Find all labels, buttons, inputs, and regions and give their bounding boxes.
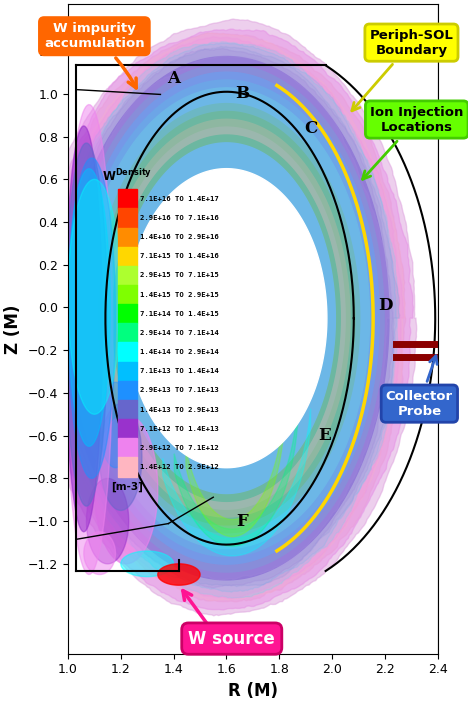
Polygon shape: [35, 19, 417, 616]
X-axis label: R (M): R (M): [228, 682, 278, 700]
Text: F: F: [236, 513, 248, 529]
Text: 1.4E+14 TO 2.9E+14: 1.4E+14 TO 2.9E+14: [140, 349, 219, 355]
Polygon shape: [52, 42, 399, 598]
Polygon shape: [83, 88, 370, 548]
Text: W impurity
accumulation: W impurity accumulation: [44, 23, 145, 88]
Polygon shape: [49, 33, 405, 601]
Bar: [118, 419, 137, 439]
Polygon shape: [158, 564, 200, 585]
Polygon shape: [66, 143, 108, 506]
Polygon shape: [126, 169, 327, 467]
Polygon shape: [68, 169, 110, 446]
Polygon shape: [87, 479, 129, 564]
Text: 7.1E+14 TO 1.4E+15: 7.1E+14 TO 1.4E+15: [140, 310, 219, 317]
Bar: [118, 208, 137, 227]
Text: C: C: [304, 120, 318, 137]
Polygon shape: [61, 55, 395, 583]
Polygon shape: [69, 64, 384, 572]
Text: A: A: [167, 70, 180, 87]
Bar: [118, 362, 137, 381]
Text: 1.4E+12 TO 2.9E+12: 1.4E+12 TO 2.9E+12: [140, 464, 219, 470]
Text: E: E: [318, 427, 330, 444]
Text: D: D: [378, 297, 392, 314]
Bar: [118, 400, 137, 419]
Polygon shape: [108, 127, 345, 509]
Text: 1.4E+15 TO 2.9E+15: 1.4E+15 TO 2.9E+15: [140, 291, 219, 298]
Text: 1.4E+13 TO 2.9E+13: 1.4E+13 TO 2.9E+13: [140, 406, 219, 413]
Text: 7.1E+13 TO 1.4E+14: 7.1E+13 TO 1.4E+14: [140, 368, 219, 375]
Polygon shape: [113, 135, 340, 501]
Polygon shape: [56, 43, 396, 592]
Text: B: B: [235, 85, 249, 102]
Bar: [118, 304, 137, 323]
Polygon shape: [59, 49, 394, 588]
Polygon shape: [46, 33, 406, 602]
Polygon shape: [68, 180, 121, 414]
Bar: [118, 343, 137, 362]
Polygon shape: [54, 37, 404, 599]
Bar: [118, 285, 137, 304]
Text: 7.1E+16 TO 1.4E+17: 7.1E+16 TO 1.4E+17: [140, 196, 219, 202]
Bar: [118, 266, 137, 285]
Polygon shape: [68, 158, 116, 479]
Text: Ion Injection
Locations: Ion Injection Locations: [363, 106, 463, 180]
Bar: [118, 189, 137, 208]
Polygon shape: [100, 382, 132, 467]
Text: W source: W source: [189, 629, 275, 648]
Text: 2.9E+12 TO 7.1E+12: 2.9E+12 TO 7.1E+12: [140, 445, 219, 451]
Text: [m-3]: [m-3]: [111, 482, 143, 492]
Text: 2.9E+16 TO 7.1E+16: 2.9E+16 TO 7.1E+16: [140, 215, 219, 221]
Text: Collector
Probe: Collector Probe: [386, 356, 453, 417]
Bar: [118, 439, 137, 458]
Text: 2.9E+13 TO 7.1E+13: 2.9E+13 TO 7.1E+13: [140, 387, 219, 394]
Text: $\mathbf{W}^{\mathbf{Density}}$: $\mathbf{W}^{\mathbf{Density}}$: [102, 168, 153, 184]
Bar: [118, 381, 137, 400]
Text: 2.9E+14 TO 7.1E+14: 2.9E+14 TO 7.1E+14: [140, 330, 219, 336]
Polygon shape: [58, 46, 400, 586]
Polygon shape: [74, 73, 379, 564]
Polygon shape: [98, 111, 355, 525]
Polygon shape: [100, 403, 142, 510]
Bar: [118, 227, 137, 246]
Polygon shape: [121, 551, 174, 577]
Text: Periph-SOL
Boundary: Periph-SOL Boundary: [352, 29, 453, 111]
Polygon shape: [84, 532, 116, 574]
Polygon shape: [95, 415, 158, 564]
Polygon shape: [66, 105, 113, 574]
Polygon shape: [62, 56, 394, 580]
Polygon shape: [66, 126, 102, 532]
Bar: [118, 458, 137, 477]
Polygon shape: [117, 143, 336, 494]
Text: 7.1E+15 TO 1.4E+16: 7.1E+15 TO 1.4E+16: [140, 253, 219, 259]
Text: 2.9E+15 TO 7.1E+15: 2.9E+15 TO 7.1E+15: [140, 272, 219, 279]
Polygon shape: [42, 29, 413, 610]
Polygon shape: [88, 96, 365, 541]
Text: 7.1E+12 TO 1.4E+13: 7.1E+12 TO 1.4E+13: [140, 426, 219, 432]
Y-axis label: Z (M): Z (M): [4, 304, 22, 353]
Bar: [118, 246, 137, 266]
Polygon shape: [64, 56, 389, 580]
Bar: [118, 323, 137, 343]
Polygon shape: [103, 119, 350, 517]
Polygon shape: [79, 80, 374, 556]
Text: 1.4E+16 TO 2.9E+16: 1.4E+16 TO 2.9E+16: [140, 234, 219, 240]
Polygon shape: [93, 103, 360, 533]
